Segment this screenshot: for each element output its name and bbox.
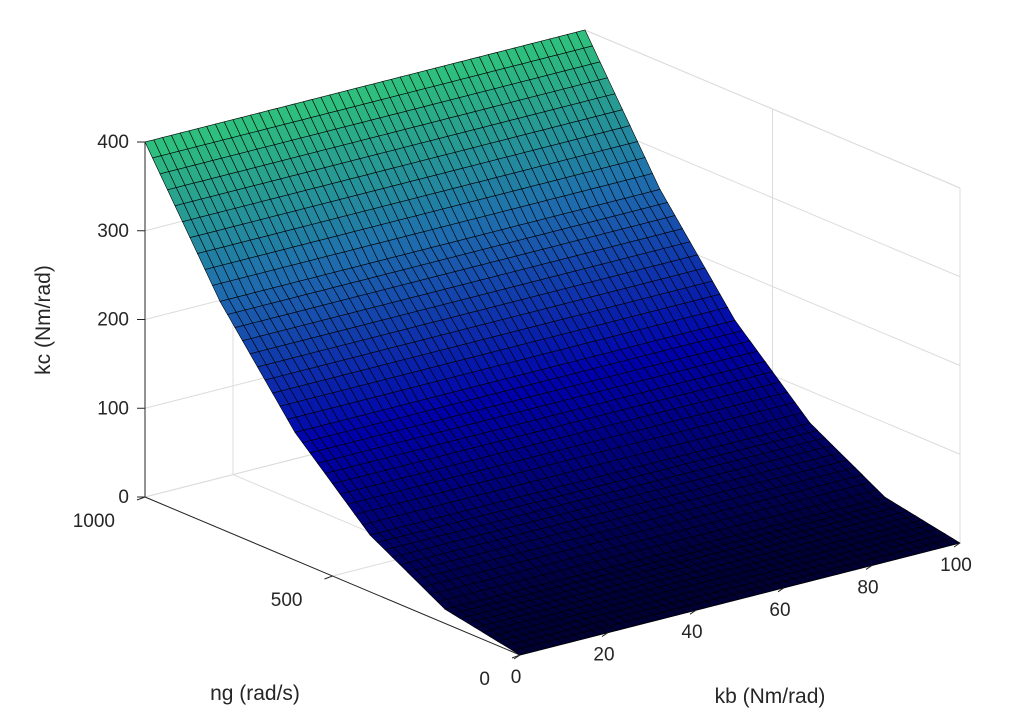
x-tick-label: 0	[511, 667, 522, 688]
x-tick-label: 80	[857, 577, 878, 598]
x-tick-label: 60	[769, 600, 790, 621]
y-tick-label: 0	[479, 669, 490, 690]
x-tick-label: 40	[681, 622, 702, 643]
x-tick-mark	[953, 542, 961, 548]
x-tick-mark	[777, 587, 785, 593]
y-axis-label: ng (rad/s)	[210, 682, 300, 705]
x-tick-label: 20	[593, 645, 614, 666]
x-tick-mark	[601, 632, 609, 638]
z-tick-label: 200	[97, 310, 129, 331]
z-tick-label: 300	[97, 221, 129, 242]
z-tick-label: 100	[97, 398, 129, 419]
z-tick-label: 0	[118, 487, 129, 508]
x-axis-label: kb (Nm/rad)	[715, 685, 826, 708]
y-tick-mark	[511, 654, 521, 659]
y-tick-label: 1000	[73, 511, 115, 532]
y-tick-label: 500	[271, 590, 303, 611]
z-tick-label: 400	[97, 132, 129, 153]
surface-mesh	[144, 29, 961, 656]
box-edge	[584, 29, 961, 189]
x-tick-label: 100	[940, 555, 972, 576]
right-wall-grid-z	[584, 118, 961, 278]
z-axis-label: kc (Nm/rad)	[32, 265, 55, 375]
surface-patch	[942, 538, 961, 546]
x-tick-mark	[865, 564, 873, 570]
y-tick-mark	[324, 575, 333, 580]
x-tick-mark	[689, 609, 697, 615]
